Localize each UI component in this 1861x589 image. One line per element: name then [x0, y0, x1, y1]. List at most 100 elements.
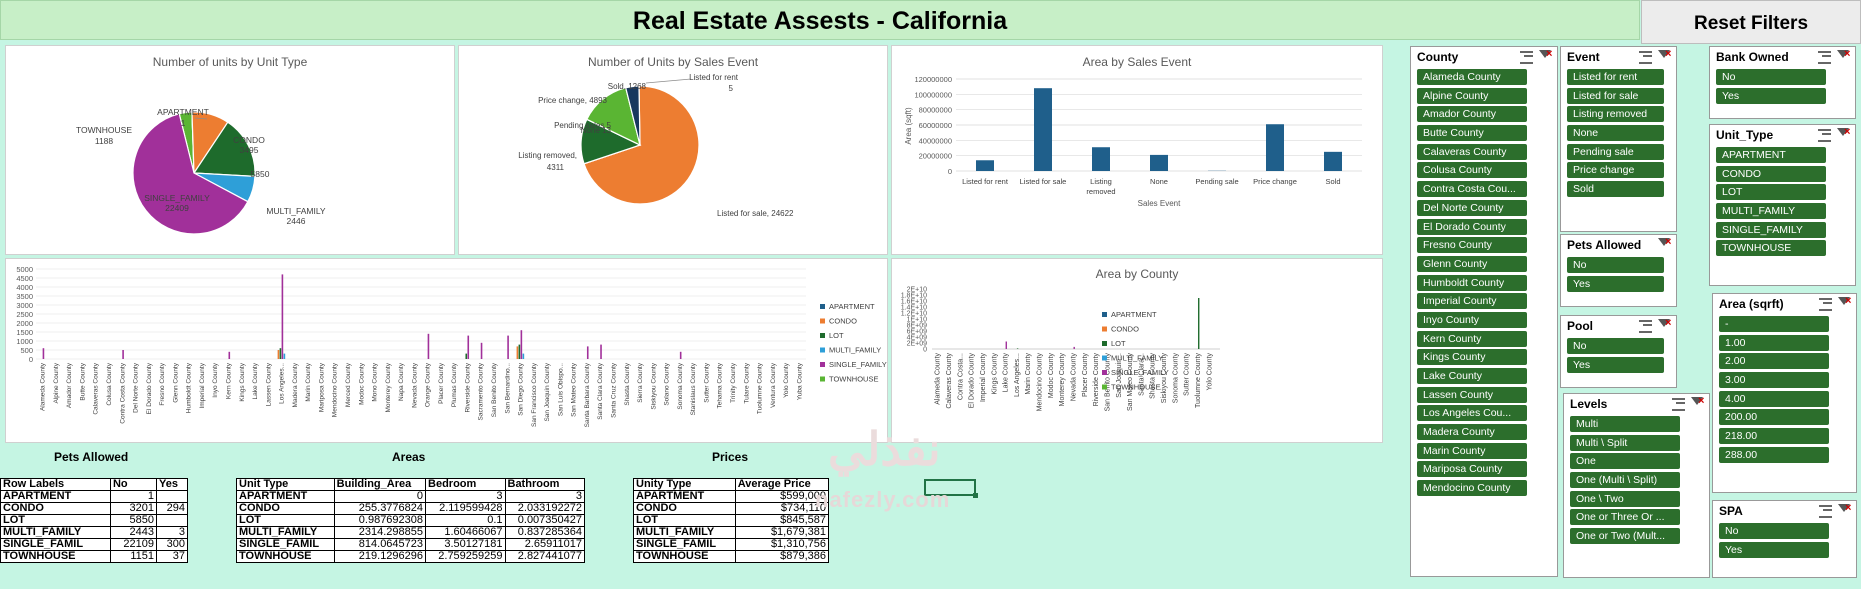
slicer-item[interactable]: Yes: [1716, 87, 1826, 104]
reset-filters-button[interactable]: Reset Filters: [1641, 0, 1861, 44]
area-by-county-chart[interactable]: Area by County 0 2E+09 4E+09 6E+09 8E+09 1E+1…: [891, 258, 1383, 443]
slicer-item[interactable]: One or Two (Mult...: [1570, 528, 1680, 545]
table-cell[interactable]: SINGLE_FAMIL: [236, 538, 335, 551]
table-cell[interactable]: 3201: [109, 502, 158, 515]
slicer-item[interactable]: Kings County: [1417, 349, 1527, 366]
selected-cell[interactable]: [924, 479, 978, 498]
table-cell[interactable]: LOT: [0, 514, 111, 527]
table-cell[interactable]: 2.119599428: [425, 502, 506, 515]
table-cell[interactable]: [156, 490, 188, 503]
slicer-item[interactable]: Multi: [1570, 416, 1680, 432]
table-cell[interactable]: APARTMENT: [633, 490, 736, 503]
clear-filter-icon[interactable]: [1658, 237, 1672, 250]
multi-select-icon[interactable]: [1520, 49, 1534, 64]
clear-filter-icon[interactable]: [1658, 49, 1672, 62]
slicer-item[interactable]: Contra Costa Cou...: [1417, 181, 1527, 198]
table-cell[interactable]: 294: [156, 502, 188, 515]
slicer-item[interactable]: No: [1716, 69, 1826, 85]
slicer-item[interactable]: Yes: [1567, 275, 1664, 292]
sales-event-pie-chart[interactable]: Number of Units by Sales Event Listed fo…: [458, 45, 888, 255]
column-header[interactable]: Bedroom: [425, 478, 506, 491]
column-header[interactable]: Row Labels: [0, 478, 111, 491]
slicer-item[interactable]: Lake County: [1417, 368, 1527, 384]
table-cell[interactable]: 2.033192272: [504, 502, 585, 515]
slicer-item[interactable]: Multi \ Split: [1570, 434, 1680, 451]
slicer-item[interactable]: -: [1719, 316, 1829, 332]
area-by-sales-event-chart[interactable]: Area by Sales Event 0 20000000 40000000 600…: [891, 45, 1383, 255]
table-cell[interactable]: MULTI_FAMILY: [633, 526, 736, 539]
slicer-item[interactable]: No: [1719, 523, 1829, 539]
table-cell[interactable]: 0.837285364: [504, 526, 585, 539]
slicer-item[interactable]: Pending sale: [1567, 143, 1664, 160]
slicer-item[interactable]: No: [1567, 338, 1664, 354]
table-cell[interactable]: 3.50127181: [425, 538, 506, 551]
table-cell[interactable]: 219.1296296: [333, 550, 427, 563]
unit-type-slicer[interactable]: Unit_Type APARTMENT CONDO LOT MULTI_FAMILYS…: [1709, 124, 1856, 286]
table-cell[interactable]: 3: [425, 490, 506, 503]
slicer-item[interactable]: No: [1567, 257, 1664, 273]
table-cell[interactable]: 2314.298855: [333, 526, 427, 539]
slicer-item[interactable]: One or Three Or ...: [1570, 509, 1680, 526]
slicer-item[interactable]: Yes: [1719, 541, 1829, 558]
slicer-item[interactable]: Alameda County: [1417, 69, 1527, 85]
pets-allowed-slicer[interactable]: Pets Allowed No Yes: [1560, 234, 1677, 307]
table-cell[interactable]: 37: [156, 550, 188, 563]
multi-select-icon[interactable]: [1819, 503, 1833, 518]
slicer-item[interactable]: One: [1570, 453, 1680, 470]
multi-select-icon[interactable]: [1639, 318, 1653, 333]
table-cell[interactable]: MULTI_FAMILY: [0, 526, 111, 539]
table-cell[interactable]: 2.759259259: [425, 550, 506, 563]
column-header[interactable]: No: [109, 478, 158, 491]
table-cell[interactable]: 0.987692308: [333, 514, 427, 527]
table-cell[interactable]: MULTI_FAMILY: [236, 526, 335, 539]
slicer-item[interactable]: Colusa County: [1417, 162, 1527, 179]
table-cell[interactable]: APARTMENT: [236, 490, 335, 503]
slicer-item[interactable]: Alpine County: [1417, 87, 1527, 104]
table-cell[interactable]: 1: [109, 490, 158, 503]
clear-filter-icon[interactable]: [1837, 49, 1851, 62]
table-cell[interactable]: 0.1: [425, 514, 506, 527]
pool-slicer[interactable]: Pool No Yes: [1560, 315, 1677, 388]
table-cell[interactable]: 22109: [109, 538, 158, 551]
column-header[interactable]: Building_Area: [333, 478, 427, 491]
table-cell[interactable]: 300: [156, 538, 188, 551]
column-header[interactable]: Bathroom: [504, 478, 585, 491]
table-cell[interactable]: 2.65911017: [504, 538, 585, 551]
slicer-item[interactable]: 288.00: [1719, 446, 1829, 463]
table-cell[interactable]: TOWNHOUSE: [0, 550, 111, 563]
table-cell[interactable]: 3: [156, 526, 188, 539]
slicer-item[interactable]: Madera County: [1417, 424, 1527, 441]
table-cell[interactable]: TOWNHOUSE: [633, 550, 736, 563]
clear-filter-icon[interactable]: [1658, 318, 1672, 331]
slicer-item[interactable]: Inyo County: [1417, 311, 1527, 328]
slicer-item[interactable]: CONDO: [1716, 165, 1826, 182]
slicer-item[interactable]: Listed for rent: [1567, 69, 1664, 85]
slicer-item[interactable]: Sold: [1567, 181, 1664, 198]
slicer-item[interactable]: Amador County: [1417, 106, 1527, 123]
slicer-item[interactable]: None: [1567, 125, 1664, 142]
table-cell[interactable]: CONDO: [236, 502, 335, 515]
slicer-item[interactable]: Humboldt County: [1417, 274, 1527, 291]
table-cell[interactable]: TOWNHOUSE: [236, 550, 335, 563]
slicer-item[interactable]: One \ Two: [1570, 490, 1680, 507]
slicer-item[interactable]: 3.00: [1719, 372, 1829, 389]
slicer-item[interactable]: Mariposa County: [1417, 461, 1527, 478]
slicer-item[interactable]: LOT: [1716, 184, 1826, 201]
multi-select-icon[interactable]: [1639, 49, 1653, 64]
slicer-item[interactable]: SINGLE_FAMILY: [1716, 221, 1826, 238]
column-header[interactable]: Yes: [156, 478, 188, 491]
multi-select-icon[interactable]: [1818, 49, 1832, 64]
slicer-item[interactable]: Imperial County: [1417, 293, 1527, 310]
clear-filter-icon[interactable]: [1838, 503, 1852, 516]
area-sqft-slicer[interactable]: Area (sqrft) - 1.00 2.00 3.004.00 200.00 218.…: [1712, 293, 1857, 493]
table-cell[interactable]: 1151: [109, 550, 158, 563]
levels-slicer[interactable]: Levels Multi Multi \ Split One One (Multi \…: [1563, 393, 1710, 578]
table-cell[interactable]: CONDO: [633, 502, 736, 515]
table-cell[interactable]: $1,310,756: [734, 538, 830, 551]
multi-select-icon[interactable]: [1672, 396, 1686, 411]
slicer-item[interactable]: Yes: [1567, 356, 1664, 373]
county-slicer[interactable]: County Alameda County Alpine County Amador…: [1410, 46, 1558, 577]
slicer-item[interactable]: Fresno County: [1417, 237, 1527, 254]
table-cell[interactable]: SINGLE_FAMIL: [0, 538, 111, 551]
